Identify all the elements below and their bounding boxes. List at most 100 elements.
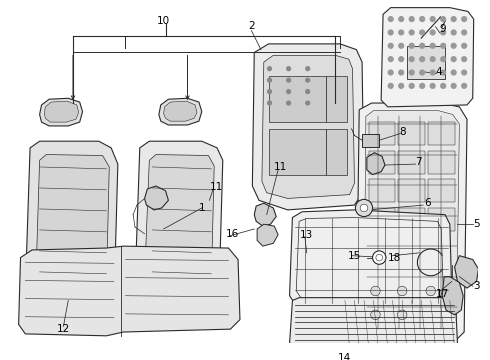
Circle shape: [420, 84, 424, 88]
Polygon shape: [145, 154, 214, 290]
Circle shape: [441, 84, 445, 88]
Bar: [326, 76, 347, 122]
Circle shape: [355, 199, 372, 217]
Text: 17: 17: [436, 289, 449, 299]
Polygon shape: [19, 246, 240, 336]
Circle shape: [388, 84, 393, 88]
Circle shape: [388, 70, 393, 75]
Text: 11: 11: [273, 162, 287, 172]
Circle shape: [430, 17, 435, 22]
Circle shape: [370, 310, 380, 320]
Circle shape: [397, 286, 407, 296]
Bar: [369, 151, 395, 174]
Circle shape: [399, 17, 404, 22]
Polygon shape: [381, 8, 474, 107]
Polygon shape: [290, 298, 458, 351]
Text: 16: 16: [226, 229, 239, 239]
Bar: [428, 122, 455, 145]
Polygon shape: [45, 101, 79, 122]
Circle shape: [462, 17, 466, 22]
Circle shape: [451, 84, 456, 88]
Text: 18: 18: [388, 253, 401, 262]
Polygon shape: [40, 98, 82, 126]
Circle shape: [409, 57, 414, 62]
Circle shape: [306, 90, 310, 94]
Circle shape: [306, 67, 310, 71]
Circle shape: [451, 44, 456, 48]
Circle shape: [268, 101, 271, 105]
Circle shape: [268, 90, 271, 94]
Polygon shape: [252, 44, 364, 210]
Bar: [362, 134, 379, 147]
Polygon shape: [159, 98, 202, 125]
Bar: [326, 129, 347, 175]
Circle shape: [370, 286, 380, 296]
Circle shape: [287, 67, 291, 71]
Circle shape: [399, 44, 404, 48]
Circle shape: [451, 57, 456, 62]
Text: 11: 11: [210, 182, 223, 192]
Polygon shape: [367, 153, 385, 175]
Circle shape: [451, 30, 456, 35]
Circle shape: [399, 57, 404, 62]
Bar: [269, 129, 326, 175]
Bar: [428, 179, 455, 202]
Circle shape: [268, 78, 271, 82]
Circle shape: [430, 57, 435, 62]
Circle shape: [430, 84, 435, 88]
Circle shape: [430, 44, 435, 48]
Circle shape: [430, 30, 435, 35]
Bar: [369, 265, 395, 284]
Bar: [269, 76, 326, 122]
Bar: [428, 208, 455, 231]
Polygon shape: [36, 154, 109, 294]
Circle shape: [287, 101, 291, 105]
Circle shape: [409, 44, 414, 48]
Circle shape: [409, 17, 414, 22]
Circle shape: [409, 70, 414, 75]
Bar: [369, 237, 395, 260]
Text: 7: 7: [415, 157, 422, 167]
Bar: [428, 151, 455, 174]
Bar: [398, 122, 425, 145]
Circle shape: [462, 84, 466, 88]
Circle shape: [268, 67, 271, 71]
Circle shape: [397, 310, 407, 320]
Circle shape: [388, 57, 393, 62]
Circle shape: [409, 84, 414, 88]
Polygon shape: [262, 55, 354, 198]
Circle shape: [399, 30, 404, 35]
Circle shape: [441, 17, 445, 22]
Bar: [398, 179, 425, 202]
Bar: [398, 151, 425, 174]
Polygon shape: [442, 277, 463, 315]
Circle shape: [420, 30, 424, 35]
Text: 5: 5: [473, 219, 480, 229]
Circle shape: [451, 17, 456, 22]
Text: 4: 4: [435, 67, 441, 77]
Circle shape: [388, 17, 393, 22]
Circle shape: [420, 17, 424, 22]
Circle shape: [430, 70, 435, 75]
Circle shape: [426, 286, 436, 296]
Circle shape: [399, 84, 404, 88]
Circle shape: [409, 30, 414, 35]
Circle shape: [441, 44, 445, 48]
Bar: [398, 265, 425, 284]
Text: 8: 8: [399, 127, 405, 137]
Text: 14: 14: [338, 353, 351, 360]
Polygon shape: [455, 256, 478, 288]
Bar: [369, 179, 395, 202]
Bar: [369, 122, 395, 145]
Polygon shape: [145, 186, 169, 210]
Bar: [407, 46, 445, 79]
Circle shape: [462, 44, 466, 48]
Text: 6: 6: [425, 198, 431, 208]
Circle shape: [388, 30, 393, 35]
Text: 1: 1: [198, 203, 205, 213]
Circle shape: [420, 70, 424, 75]
Bar: [369, 208, 395, 231]
Circle shape: [420, 57, 424, 62]
Polygon shape: [290, 210, 452, 310]
Circle shape: [287, 90, 291, 94]
